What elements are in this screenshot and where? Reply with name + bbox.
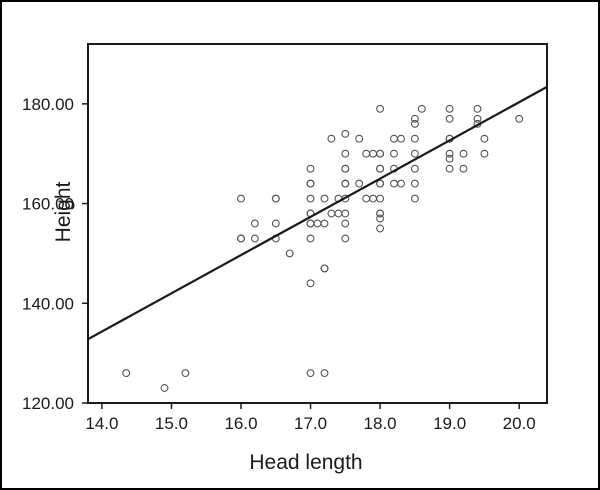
- y-tick-label: 180.00: [22, 95, 74, 114]
- y-tick-label: 140.00: [22, 294, 74, 313]
- regression-line: [87, 85, 548, 341]
- data-point: [480, 134, 489, 143]
- data-point: [285, 249, 294, 258]
- data-point: [376, 104, 385, 113]
- data-point: [327, 134, 336, 143]
- data-point: [369, 149, 378, 158]
- data-point: [376, 209, 385, 218]
- x-tick-label: 14.0: [85, 414, 118, 433]
- data-point: [397, 134, 405, 143]
- data-point: [410, 149, 419, 158]
- y-tick-label: 160.00: [22, 195, 74, 214]
- x-axis-title: Head length: [249, 451, 362, 474]
- data-point: [397, 179, 405, 188]
- data-point: [417, 104, 426, 113]
- data-point: [341, 149, 350, 158]
- data-point: [320, 264, 329, 273]
- x-tick-label: 18.0: [364, 414, 397, 433]
- data-point: [362, 194, 371, 203]
- data-point: [334, 209, 343, 218]
- data-point: [181, 369, 190, 378]
- data-point: [341, 179, 350, 188]
- data-point: [410, 114, 419, 123]
- data-point: [306, 369, 315, 378]
- data-point: [341, 209, 350, 218]
- data-point: [271, 194, 280, 203]
- data-point: [341, 129, 350, 138]
- data-point: [362, 149, 371, 158]
- x-tick-label: 16.0: [224, 414, 257, 433]
- data-point: [306, 279, 315, 288]
- data-point: [320, 369, 329, 378]
- data-point: [341, 164, 350, 173]
- data-point: [376, 194, 385, 203]
- data-point: [355, 179, 364, 188]
- data-point: [306, 179, 315, 188]
- data-point: [445, 114, 454, 123]
- data-point: [306, 194, 315, 203]
- data-point: [459, 149, 468, 158]
- data-point: [445, 104, 454, 113]
- data-point: [376, 214, 385, 223]
- data-point: [410, 194, 419, 203]
- data-point: [306, 219, 315, 228]
- y-tick-label: 120.00: [22, 394, 74, 413]
- x-axis: 14.0 15.0 16.0 17.0 18.0 19.0 20.0: [85, 403, 536, 433]
- data-point: [160, 384, 169, 392]
- data-point: [473, 104, 482, 113]
- data-point: [445, 149, 454, 158]
- data-point: [250, 234, 259, 243]
- data-point: [369, 194, 378, 203]
- data-point: [122, 369, 131, 378]
- data-point: [390, 134, 398, 143]
- data-point: [237, 234, 245, 243]
- data-point: [306, 234, 315, 243]
- data-point: [341, 234, 350, 243]
- x-tick-label: 19.0: [433, 414, 466, 433]
- data-point: [459, 164, 468, 173]
- data-points: [122, 104, 524, 392]
- data-point: [480, 149, 489, 158]
- data-point: [376, 179, 385, 188]
- data-point: [327, 209, 336, 218]
- data-point: [271, 219, 280, 228]
- data-point: [355, 134, 364, 143]
- y-axis-title: Height: [52, 181, 75, 242]
- data-point: [237, 194, 245, 203]
- plot-area: [87, 43, 548, 404]
- data-point: [376, 149, 385, 158]
- data-point: [341, 219, 350, 228]
- data-point: [515, 114, 524, 123]
- data-point: [376, 164, 385, 173]
- data-point: [306, 164, 315, 173]
- data-point: [445, 154, 454, 163]
- data-point: [376, 224, 385, 233]
- data-point: [410, 134, 419, 143]
- data-point: [410, 164, 419, 173]
- data-point: [410, 119, 419, 128]
- data-point: [390, 149, 398, 158]
- x-tick-label: 20.0: [503, 414, 536, 433]
- data-point: [410, 179, 419, 188]
- x-tick-label: 17.0: [294, 414, 327, 433]
- y-axis: 120.00 140.00 160.00 180.00: [22, 95, 88, 413]
- data-point: [445, 164, 454, 173]
- data-point: [390, 179, 398, 188]
- data-point: [313, 219, 322, 228]
- data-point: [320, 194, 329, 203]
- x-tick-label: 15.0: [155, 414, 188, 433]
- data-point: [473, 114, 482, 123]
- data-point: [320, 219, 329, 228]
- data-point: [250, 219, 259, 228]
